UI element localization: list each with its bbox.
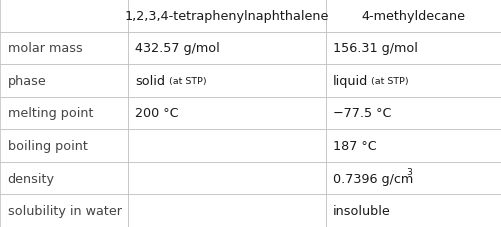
Bar (0, 0, 128, 32)
Text: solid: solid (135, 75, 165, 88)
Text: boiling point: boiling point (8, 139, 87, 152)
Bar (0, 130, 128, 162)
Text: 0.7396 g/cm: 0.7396 g/cm (333, 172, 413, 185)
Text: insoluble: insoluble (333, 204, 391, 217)
Bar (128, 0, 326, 32)
Text: 4-methyldecane: 4-methyldecane (361, 10, 465, 23)
Text: (at STP): (at STP) (169, 76, 207, 86)
Bar (0, 162, 128, 195)
Bar (326, 32, 501, 65)
Text: −77.5 °C: −77.5 °C (333, 107, 392, 120)
Bar (128, 162, 326, 195)
Text: phase: phase (8, 75, 46, 88)
Bar (0, 65, 128, 97)
Bar (128, 65, 326, 97)
Bar (326, 97, 501, 130)
Bar (326, 130, 501, 162)
Bar (128, 195, 326, 227)
Text: 156.31 g/mol: 156.31 g/mol (333, 42, 418, 55)
Text: 187 °C: 187 °C (333, 139, 377, 152)
Text: 432.57 g/mol: 432.57 g/mol (135, 42, 220, 55)
Text: 3: 3 (406, 167, 412, 176)
Bar (128, 32, 326, 65)
Bar (0, 97, 128, 130)
Bar (0, 195, 128, 227)
Text: 1,2,3,4-tetraphenylnaphthalene: 1,2,3,4-tetraphenylnaphthalene (125, 10, 329, 23)
Text: 200 °C: 200 °C (135, 107, 179, 120)
Text: melting point: melting point (8, 107, 93, 120)
Bar (326, 195, 501, 227)
Bar (128, 130, 326, 162)
Bar (326, 162, 501, 195)
Bar (128, 97, 326, 130)
Text: molar mass: molar mass (8, 42, 82, 55)
Text: (at STP): (at STP) (371, 76, 409, 86)
Text: solubility in water: solubility in water (8, 204, 122, 217)
Bar (326, 65, 501, 97)
Bar (326, 0, 501, 32)
Text: density: density (8, 172, 55, 185)
Bar (0, 32, 128, 65)
Text: liquid: liquid (333, 75, 368, 88)
